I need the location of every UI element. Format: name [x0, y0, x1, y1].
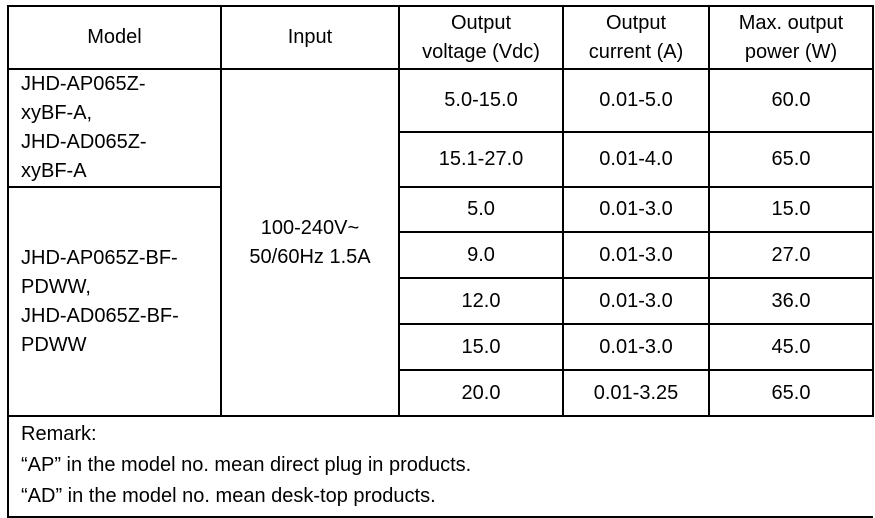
remark-line: “AD” in the model no. mean desk-top prod… — [21, 485, 436, 507]
table-row: 9.0 0.01-3.0 27.0 — [8, 231, 874, 279]
model-cell: JHD-AP065Z- xyBF-A, JHD-AD065Z- xyBF-A — [7, 68, 222, 188]
remark-title: Remark: — [21, 423, 97, 445]
voltage-cell: 20.0 — [398, 369, 564, 417]
power-cell: 65.0 — [708, 131, 874, 188]
input-line: 100-240V~ — [260, 216, 360, 239]
header-model: Model — [7, 5, 222, 70]
input-cell: 100-240V~ 50/60Hz 1.5A — [220, 68, 400, 417]
header-voltage-line: voltage (Vdc) — [422, 40, 540, 63]
current-cell: 0.01-4.0 — [562, 131, 710, 188]
remark-line: “AP” in the model no. mean direct plug i… — [21, 454, 472, 476]
remark-row: Remark: “AP” in the model no. mean direc… — [7, 415, 873, 518]
header-voltage-line: Output — [450, 11, 512, 34]
header-current-line: Output — [605, 11, 667, 34]
header-power: Max. output power (W) — [708, 5, 874, 70]
table-row: JHD-AP065Z- xyBF-A, JHD-AD065Z- xyBF-A 1… — [7, 67, 874, 417]
power-cell: 27.0 — [708, 231, 874, 279]
spec-table: Model Input Output voltage (Vdc) Output cu… — [7, 5, 874, 518]
power-cell: 15.0 — [708, 186, 874, 233]
power-cell: 45.0 — [708, 323, 874, 371]
model-line: JHD-AD065Z-BF- — [21, 304, 179, 327]
voltage-cell: 9.0 — [398, 231, 564, 279]
header-power-line: Max. output — [738, 11, 844, 34]
model-cell: JHD-AP065Z-BF- PDWW, JHD-AD065Z-BF- PDWW — [7, 186, 222, 417]
header-power-line: power (W) — [744, 40, 838, 63]
model-line: JHD-AP065Z- — [21, 73, 146, 95]
current-cell: 0.01-5.0 — [562, 67, 710, 134]
header-current: Output current (A) — [562, 5, 710, 70]
header-current-line: current (A) — [588, 40, 684, 63]
table-row: 20.0 0.01-3.25 65.0 — [8, 369, 874, 417]
current-cell: 0.01-3.25 — [562, 369, 710, 417]
voltage-cell: 5.0-15.0 — [398, 67, 564, 134]
voltage-cell: 15.0 — [398, 323, 564, 371]
table-row: JHD-AP065Z-BF- PDWW, JHD-AD065Z-BF- PDWW… — [7, 186, 874, 417]
voltage-cell: 12.0 — [398, 277, 564, 325]
current-cell: 0.01-3.0 — [562, 277, 710, 325]
model-line: PDWW, — [21, 275, 91, 298]
model-line: xyBF-A — [21, 160, 87, 182]
model-line: xyBF-A, — [21, 102, 93, 124]
table-row: 15.1-27.0 0.01-4.0 65.0 — [8, 131, 874, 188]
table-row: 12.0 0.01-3.0 36.0 — [8, 277, 874, 325]
current-cell: 0.01-3.0 — [562, 231, 710, 279]
power-cell: 36.0 — [708, 277, 874, 325]
model-line: PDWW — [21, 333, 87, 356]
current-cell: 0.01-3.0 — [562, 186, 710, 233]
input-line: 50/60Hz 1.5A — [249, 245, 371, 268]
header-voltage: Output voltage (Vdc) — [398, 5, 564, 70]
model-line: JHD-AP065Z-BF- — [21, 246, 178, 269]
table-row: 15.0 0.01-3.0 45.0 — [8, 323, 874, 371]
remark-cell: Remark: “AP” in the model no. mean direc… — [7, 415, 873, 518]
voltage-cell: 15.1-27.0 — [398, 131, 564, 188]
header-input: Input — [220, 5, 400, 70]
power-cell: 65.0 — [708, 369, 874, 417]
header-row: Model Input Output voltage (Vdc) Output cu… — [7, 5, 874, 70]
current-cell: 0.01-3.0 — [562, 323, 710, 371]
power-cell: 60.0 — [708, 67, 874, 134]
voltage-cell: 5.0 — [398, 186, 564, 233]
model-line: JHD-AD065Z- — [21, 131, 147, 153]
